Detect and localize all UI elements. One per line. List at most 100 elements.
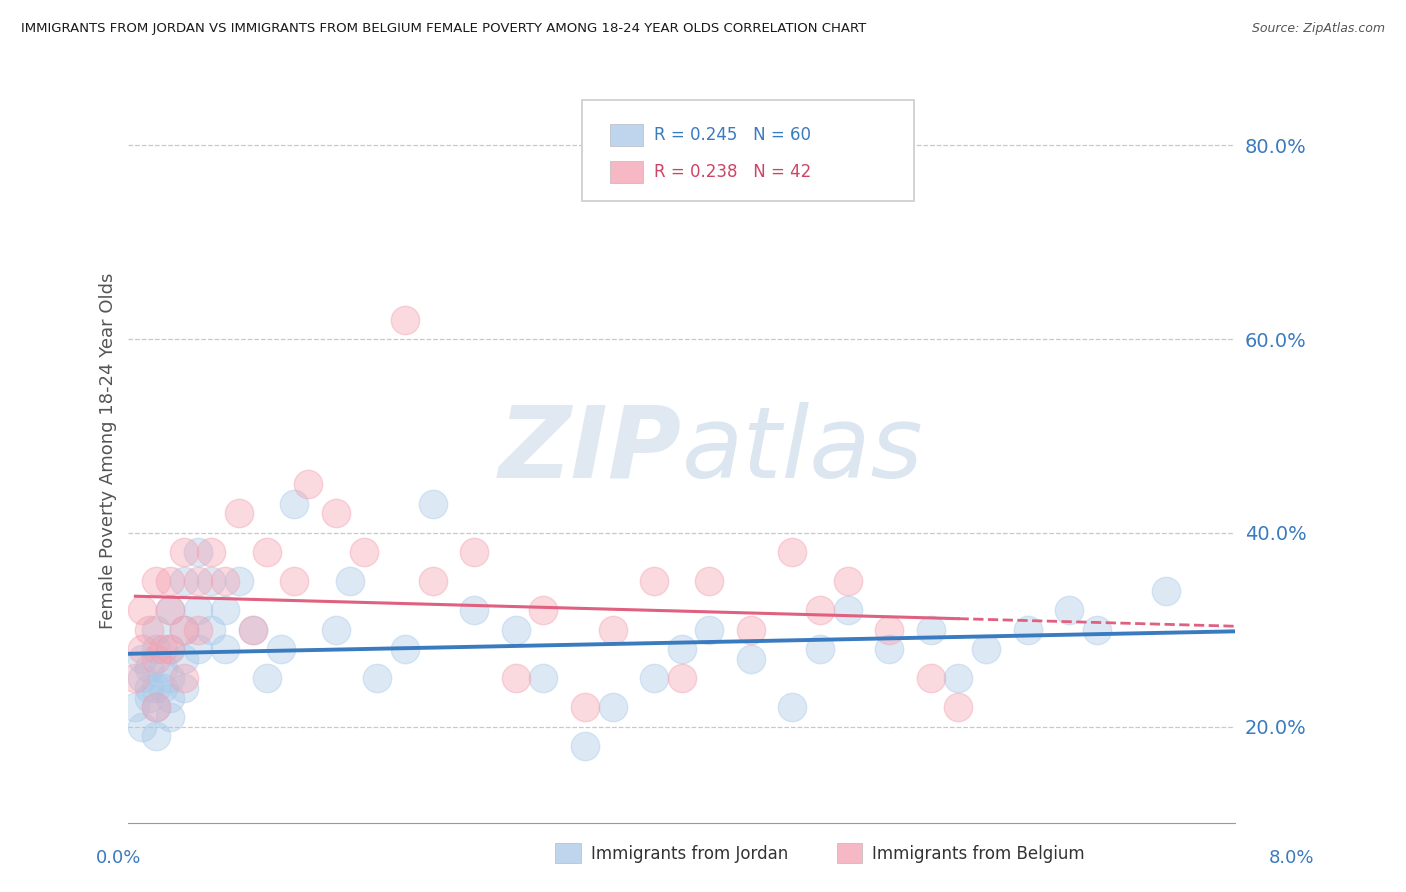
- Point: [152, 642, 174, 657]
- Point: [242, 623, 264, 637]
- Point: [699, 574, 721, 589]
- Point: [152, 681, 174, 695]
- Point: [505, 623, 527, 637]
- Point: [131, 603, 153, 617]
- Point: [1085, 623, 1108, 637]
- Point: [256, 545, 278, 559]
- Point: [145, 700, 167, 714]
- Point: [214, 574, 236, 589]
- Point: [173, 681, 195, 695]
- Text: 0.0%: 0.0%: [96, 849, 141, 867]
- Point: [671, 642, 693, 657]
- Point: [173, 623, 195, 637]
- Point: [270, 642, 292, 657]
- FancyBboxPatch shape: [610, 161, 643, 183]
- Point: [463, 603, 485, 617]
- Point: [339, 574, 361, 589]
- Text: ZIP: ZIP: [499, 402, 682, 499]
- Point: [145, 681, 167, 695]
- Text: R = 0.238   N = 42: R = 0.238 N = 42: [654, 163, 811, 181]
- FancyBboxPatch shape: [582, 100, 914, 201]
- Point: [533, 671, 555, 685]
- Point: [948, 700, 970, 714]
- Point: [422, 574, 444, 589]
- Point: [602, 700, 624, 714]
- Point: [159, 642, 181, 657]
- Point: [131, 642, 153, 657]
- Point: [879, 623, 901, 637]
- Point: [173, 652, 195, 666]
- Text: atlas: atlas: [682, 402, 924, 499]
- Point: [145, 623, 167, 637]
- Point: [145, 729, 167, 743]
- Point: [131, 652, 153, 666]
- Point: [242, 623, 264, 637]
- Point: [283, 497, 305, 511]
- Point: [740, 652, 762, 666]
- Point: [643, 574, 665, 589]
- Point: [200, 623, 222, 637]
- Point: [879, 642, 901, 657]
- Point: [1154, 583, 1177, 598]
- Point: [533, 603, 555, 617]
- Point: [145, 700, 167, 714]
- Point: [138, 623, 160, 637]
- Point: [394, 642, 416, 657]
- Point: [145, 652, 167, 666]
- Point: [505, 671, 527, 685]
- Point: [325, 623, 347, 637]
- Point: [145, 574, 167, 589]
- Point: [256, 671, 278, 685]
- Point: [145, 642, 167, 657]
- Point: [394, 312, 416, 326]
- Text: Immigrants from Jordan: Immigrants from Jordan: [591, 846, 787, 863]
- Point: [974, 642, 997, 657]
- Point: [187, 574, 209, 589]
- Point: [574, 739, 596, 753]
- Point: [200, 574, 222, 589]
- Point: [602, 623, 624, 637]
- Point: [124, 671, 146, 685]
- Point: [1057, 603, 1080, 617]
- Point: [159, 710, 181, 724]
- Point: [228, 507, 250, 521]
- Point: [159, 690, 181, 705]
- Point: [325, 507, 347, 521]
- Point: [131, 671, 153, 685]
- Point: [200, 545, 222, 559]
- Y-axis label: Female Poverty Among 18-24 Year Olds: Female Poverty Among 18-24 Year Olds: [100, 272, 117, 629]
- Point: [699, 623, 721, 637]
- Point: [187, 545, 209, 559]
- Point: [366, 671, 388, 685]
- Point: [353, 545, 375, 559]
- Point: [920, 671, 942, 685]
- Point: [422, 497, 444, 511]
- Point: [1017, 623, 1039, 637]
- Point: [214, 642, 236, 657]
- Point: [173, 545, 195, 559]
- FancyBboxPatch shape: [610, 124, 643, 146]
- Point: [574, 700, 596, 714]
- Point: [159, 642, 181, 657]
- Point: [187, 603, 209, 617]
- Point: [173, 574, 195, 589]
- Point: [782, 700, 804, 714]
- Point: [124, 700, 146, 714]
- Point: [152, 661, 174, 675]
- Point: [463, 545, 485, 559]
- Point: [138, 690, 160, 705]
- Point: [187, 623, 209, 637]
- Point: [782, 545, 804, 559]
- Point: [173, 671, 195, 685]
- Point: [297, 477, 319, 491]
- Point: [159, 671, 181, 685]
- Text: Source: ZipAtlas.com: Source: ZipAtlas.com: [1251, 22, 1385, 36]
- Point: [808, 603, 831, 617]
- Point: [740, 623, 762, 637]
- Point: [920, 623, 942, 637]
- Point: [159, 574, 181, 589]
- Point: [643, 671, 665, 685]
- Point: [159, 603, 181, 617]
- Point: [837, 574, 859, 589]
- Point: [283, 574, 305, 589]
